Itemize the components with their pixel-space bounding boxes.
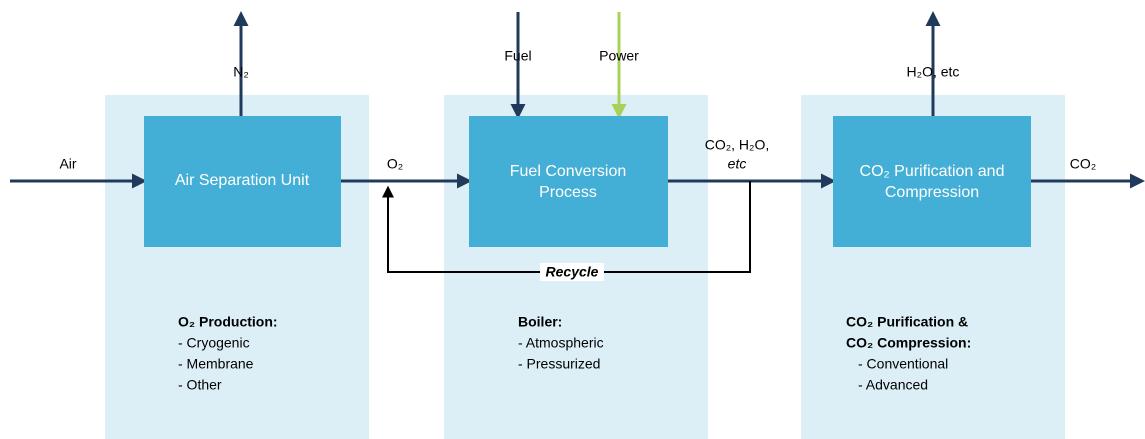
stream-label: Air — [59, 156, 76, 172]
unit-box — [144, 116, 341, 247]
stream-label: CO₂ — [1070, 156, 1096, 172]
unit-boxes: Air Separation Unit Fuel Conversion Proc… — [144, 116, 1031, 247]
unit-label: Process — [539, 184, 597, 201]
stream-label: N₂ — [233, 64, 249, 80]
description-item: - Membrane — [178, 356, 254, 372]
description-heading: CO₂ Compression: — [846, 335, 971, 351]
unit-label: Fuel Conversion — [510, 163, 627, 180]
descriptions: O₂ Production: - Cryogenic - Membrane - Oth… — [178, 314, 971, 393]
description-item: - Pressurized — [518, 356, 600, 372]
stream-label: Fuel — [504, 48, 531, 64]
stream-label: Power — [599, 48, 639, 64]
stream-label: CO₂, H₂O, — [705, 137, 770, 153]
recycle-label: Recycle — [546, 264, 599, 280]
description-heading: O₂ Production: — [178, 314, 278, 330]
unit-box — [469, 116, 668, 247]
description-item: - Atmospheric — [518, 335, 604, 351]
description-item: - Other — [178, 377, 222, 393]
unit-label: CO₂ Purification and — [860, 163, 1005, 180]
unit-box — [833, 116, 1031, 247]
description-heading: CO₂ Purification & — [846, 314, 968, 330]
unit-label: Compression — [885, 184, 979, 201]
label-bg — [540, 263, 604, 281]
description-item: - Advanced — [858, 377, 928, 393]
unit-label: Air Separation Unit — [175, 172, 310, 189]
stream-label: O₂ — [387, 156, 403, 172]
stream-label: etc — [728, 156, 747, 172]
description-heading: Boiler: — [518, 314, 562, 330]
stream-label: H₂O, etc — [907, 64, 960, 80]
description-item: - Conventional — [858, 356, 948, 372]
description-item: - Cryogenic — [178, 335, 250, 351]
